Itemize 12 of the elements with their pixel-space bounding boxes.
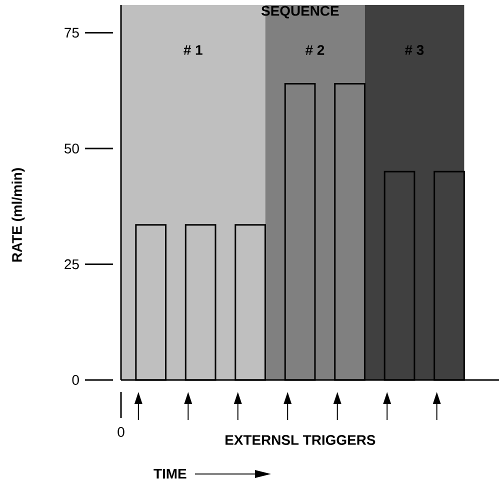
annotation: # 1 bbox=[184, 45, 202, 55]
annotation: # 3 bbox=[404, 45, 424, 55]
y-axis-title: RATE (ml/min) bbox=[12, 168, 25, 262]
y-tick-label: 75 bbox=[64, 28, 79, 38]
text: TIME bbox=[154, 468, 186, 479]
y-tick-label: 50 bbox=[64, 144, 79, 154]
annotation: # 2 bbox=[306, 45, 324, 55]
y-tick-label: 0 bbox=[72, 375, 79, 385]
chart-title: SEQUENCE bbox=[261, 6, 339, 18]
text: EXTERNSL TRIGGERS bbox=[226, 435, 376, 445]
text: 0 bbox=[118, 427, 124, 437]
y-tick-label: 25 bbox=[64, 259, 79, 270]
